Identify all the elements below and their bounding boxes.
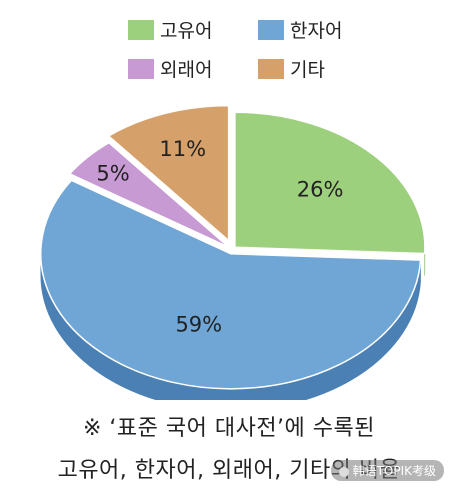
legend-item-other: 기타 <box>258 55 388 82</box>
slice-native-label: 26% <box>297 177 344 201</box>
slice-loan <box>68 141 230 249</box>
legend-label-loan: 외래어 <box>160 59 213 81</box>
legend-label-sino: 한자어 <box>290 20 343 42</box>
legend-label-other: 기타 <box>290 59 325 81</box>
slice-native <box>234 111 426 255</box>
legend-label-native: 고유어 <box>160 20 213 42</box>
legend-item-native: 고유어 <box>128 16 258 43</box>
legend-swatch-loan <box>128 58 154 79</box>
slice-other <box>107 104 230 243</box>
watermark-text: 韩语TOPIK考级 <box>352 464 436 478</box>
pie-chart: 26% 59% 5% 11% <box>40 104 426 400</box>
watermark: 韩语TOPIK考级 <box>330 460 444 481</box>
slice-sino-label: 59% <box>175 312 222 336</box>
caption-line-1: ※ ‘표준 국어 대사전’에 수록된 <box>82 416 376 441</box>
legend-swatch-sino <box>258 19 284 40</box>
legend-item-sino: 한자어 <box>258 16 388 43</box>
chart-legend: 고유어 한자어 외래어 기타 <box>128 16 388 82</box>
legend-item-loan: 외래어 <box>128 55 258 82</box>
legend-swatch-native <box>128 19 154 40</box>
wechat-icon <box>338 466 349 477</box>
slice-sino <box>40 179 422 390</box>
legend-swatch-other <box>258 58 284 79</box>
slice-other-label: 11% <box>159 137 206 161</box>
slice-loan-label: 5% <box>96 161 129 185</box>
